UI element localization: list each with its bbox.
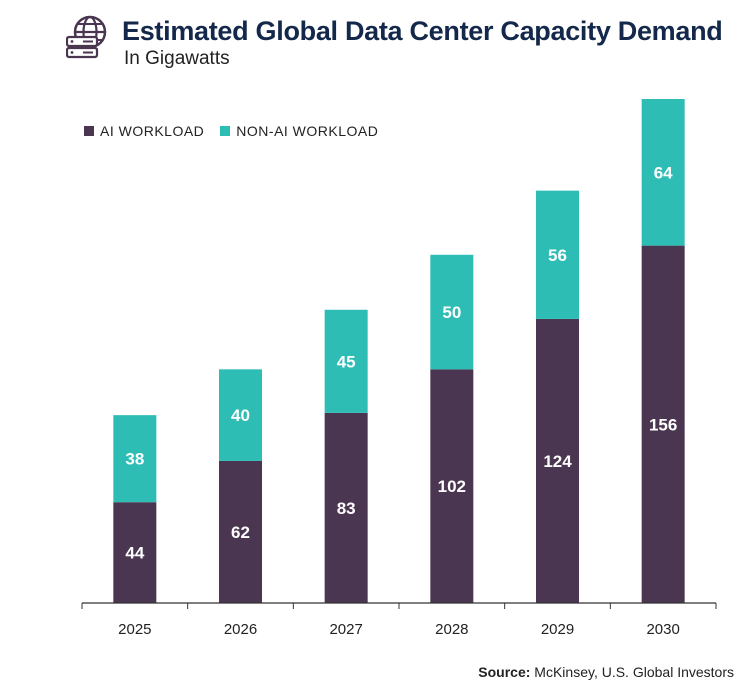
x-tick-label-2029: 2029 (541, 621, 574, 638)
bar-ai-2026 (219, 460, 262, 603)
data-label-non-ai-2028: 50 (442, 303, 461, 322)
x-tick-label-2025: 2025 (118, 621, 151, 638)
source-text: McKinsey, U.S. Global Investors (534, 664, 734, 680)
bar-ai-2027 (324, 412, 368, 603)
x-tick-label-2027: 2027 (329, 621, 362, 638)
data-label-non-ai-2029: 56 (548, 246, 567, 265)
data-label-ai-2025: 44 (125, 544, 144, 563)
chart-legend: AI WORKLOAD NON-AI WORKLOAD (84, 122, 378, 140)
bar-non-ai-2025 (113, 415, 157, 503)
source-label: Source: (478, 664, 531, 680)
legend-swatch-ai (84, 126, 94, 136)
bar-ai-2029 (536, 318, 579, 603)
chart-subtitle: In Gigawatts (124, 48, 230, 69)
bar-ai-2028 (430, 369, 474, 603)
chart-title: Estimated Global Data Center Capacity De… (122, 16, 723, 46)
bar-non-ai-2028 (430, 254, 474, 370)
legend-item-non-ai: NON-AI WORKLOAD (220, 123, 378, 139)
data-label-ai-2029: 124 (543, 452, 572, 471)
legend-label-non-ai: NON-AI WORKLOAD (236, 123, 379, 139)
server-globe-icon (66, 15, 107, 59)
bar-ai-2025 (113, 502, 157, 603)
bar-ai-2030 (641, 245, 685, 604)
chart-header: Estimated Global Data Center Capacity De… (66, 10, 736, 74)
data-label-ai-2028: 102 (438, 477, 466, 496)
data-label-ai-2030: 156 (649, 415, 677, 434)
bar-non-ai-2026 (219, 369, 262, 461)
data-label-non-ai-2025: 38 (125, 450, 144, 469)
bar-non-ai-2027 (324, 309, 368, 413)
data-label-non-ai-2027: 45 (337, 352, 356, 371)
data-label-ai-2027: 83 (337, 499, 356, 518)
x-tick-label-2028: 2028 (435, 621, 468, 638)
x-tick-label-2030: 2030 (646, 621, 679, 638)
x-tick-label-2026: 2026 (224, 621, 257, 638)
legend-label-ai: AI WORKLOAD (100, 123, 205, 139)
legend-swatch-non-ai (220, 126, 231, 136)
bar-non-ai-2029 (536, 190, 579, 319)
bar-non-ai-2030 (641, 99, 685, 246)
legend-item-ai: AI WORKLOAD (84, 123, 204, 139)
data-label-non-ai-2030: 64 (654, 163, 673, 182)
chart-source: Source: McKinsey, U.S. Global Investors (478, 664, 734, 680)
data-label-ai-2026: 62 (231, 523, 250, 542)
data-label-non-ai-2026: 40 (231, 406, 250, 425)
